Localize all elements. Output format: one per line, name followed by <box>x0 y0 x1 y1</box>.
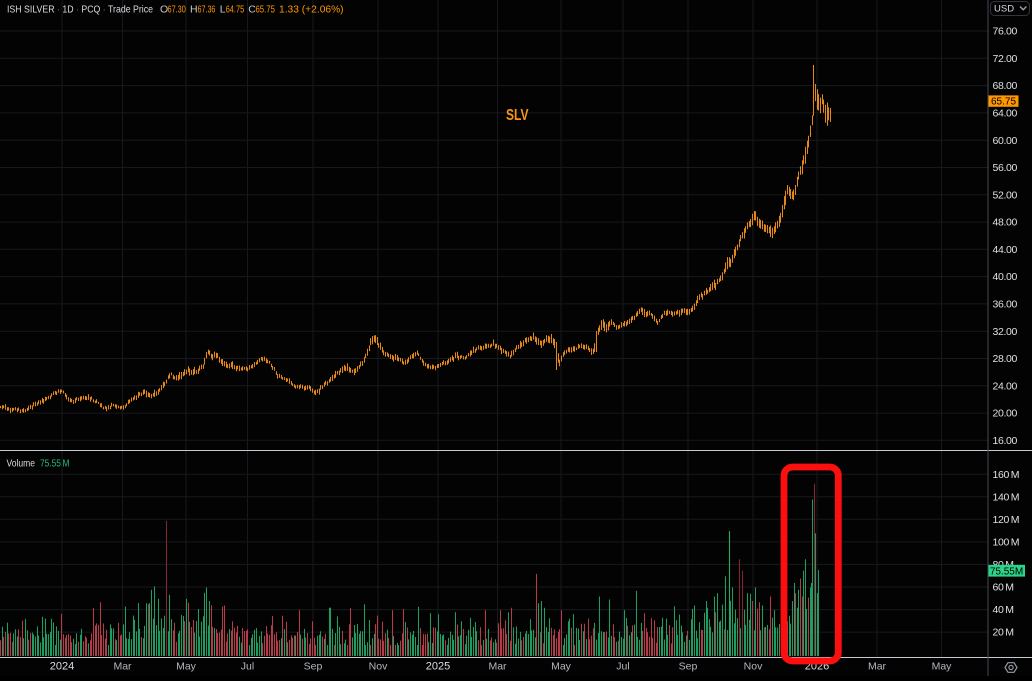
svg-text:68.00: 68.00 <box>993 80 1018 92</box>
svg-text:Sep: Sep <box>304 661 323 673</box>
svg-text:52.00: 52.00 <box>993 189 1018 201</box>
svg-text:60 M: 60 M <box>993 582 1014 594</box>
svg-text:75.55M: 75.55M <box>990 566 1023 577</box>
svg-text:Volume: Volume <box>7 458 36 470</box>
svg-text:72.00: 72.00 <box>993 53 1018 65</box>
svg-text:Mar: Mar <box>113 661 132 673</box>
svg-text:Nov: Nov <box>744 661 763 673</box>
svg-text:40.00: 40.00 <box>993 271 1018 283</box>
svg-text:100 M: 100 M <box>993 537 1020 549</box>
svg-text:64.00: 64.00 <box>993 108 1018 120</box>
svg-text:67.36: 67.36 <box>198 4 216 16</box>
svg-text:40 M: 40 M <box>993 604 1014 616</box>
svg-text:44.00: 44.00 <box>993 244 1018 256</box>
svg-text:SLV: SLV <box>506 107 529 124</box>
svg-text:140 M: 140 M <box>993 491 1020 503</box>
svg-text:160 M: 160 M <box>993 469 1020 481</box>
svg-text:24.00: 24.00 <box>993 380 1018 392</box>
svg-text:64.75: 64.75 <box>226 4 245 16</box>
svg-text:67.30: 67.30 <box>168 4 186 16</box>
svg-text:48.00: 48.00 <box>993 217 1018 229</box>
svg-text:Nov: Nov <box>369 661 388 673</box>
svg-text:May: May <box>932 661 953 673</box>
svg-text:56.00: 56.00 <box>993 162 1018 174</box>
svg-text:120 M: 120 M <box>993 514 1020 526</box>
svg-text:60.00: 60.00 <box>993 135 1018 147</box>
svg-text:16.00: 16.00 <box>993 435 1018 447</box>
svg-text:32.00: 32.00 <box>993 326 1018 338</box>
svg-text:28.00: 28.00 <box>993 353 1018 365</box>
svg-text:Mar: Mar <box>868 661 887 673</box>
svg-text:20.00: 20.00 <box>993 408 1018 420</box>
svg-text:1.33 (+2.06%): 1.33 (+2.06%) <box>279 4 344 16</box>
svg-text:ISH SILVER · 1D · PCQ · Trade: ISH SILVER · 1D · PCQ · Trade Price <box>7 4 153 16</box>
svg-text:Sep: Sep <box>679 661 698 673</box>
svg-text:75.55 M: 75.55 M <box>40 458 70 470</box>
svg-text:Jul: Jul <box>616 661 629 673</box>
svg-text:36.00: 36.00 <box>993 299 1018 311</box>
svg-text:O: O <box>160 4 168 16</box>
svg-text:Mar: Mar <box>488 661 507 673</box>
svg-text:76.00: 76.00 <box>993 26 1018 38</box>
svg-text:USD: USD <box>994 4 1014 15</box>
svg-text:65.75: 65.75 <box>256 4 276 16</box>
svg-text:L: L <box>220 4 226 16</box>
svg-text:2024: 2024 <box>50 661 74 673</box>
svg-text:20 M: 20 M <box>993 627 1014 639</box>
svg-text:2025: 2025 <box>426 661 450 673</box>
svg-text:May: May <box>176 661 197 673</box>
svg-text:May: May <box>551 661 572 673</box>
svg-text:C: C <box>248 4 256 16</box>
svg-text:Jul: Jul <box>241 661 254 673</box>
svg-text:H: H <box>190 4 198 16</box>
svg-text:65.75: 65.75 <box>991 96 1016 107</box>
